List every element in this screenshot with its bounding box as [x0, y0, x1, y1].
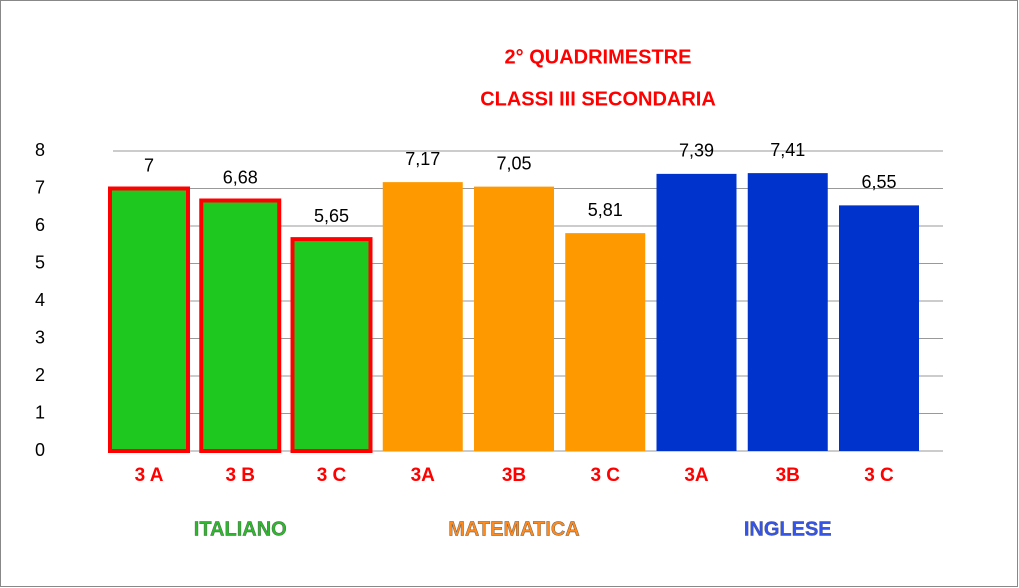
value-label: 7,39 — [679, 141, 714, 161]
y-tick-label: 7 — [35, 177, 45, 197]
bar — [108, 186, 190, 453]
bar — [290, 237, 373, 453]
y-tick-label: 2 — [35, 365, 45, 385]
bar — [382, 182, 463, 451]
x-tick-label: 3 B — [225, 465, 255, 486]
x-tick-label: 3 C — [317, 465, 347, 486]
bar — [199, 198, 282, 453]
x-tick-label: 3 A — [135, 465, 164, 486]
value-label: 5,81 — [588, 200, 623, 220]
value-label: 5,65 — [314, 206, 349, 226]
x-tick-label: 3A — [411, 465, 436, 486]
x-tick-label: 3B — [776, 465, 800, 486]
chart-title: 2° QUADRIMESTRE — [505, 46, 692, 68]
y-tick-label: 3 — [35, 327, 45, 347]
bar — [565, 233, 646, 451]
value-label: 7,17 — [405, 149, 440, 169]
group-label: ITALIANO — [194, 518, 287, 540]
value-label: 7 — [144, 155, 154, 175]
x-tick-label: 3B — [502, 465, 526, 486]
bar — [474, 186, 554, 451]
value-label: 7,41 — [770, 140, 805, 160]
y-tick-label: 0 — [35, 440, 45, 460]
value-label: 6,68 — [223, 167, 258, 187]
y-tick-label: 4 — [35, 290, 45, 310]
y-tick-label: 1 — [35, 402, 45, 422]
x-tick-label: 3 C — [864, 465, 894, 486]
y-tick-label: 5 — [35, 252, 45, 272]
bar — [656, 173, 737, 451]
chart-subtitle: CLASSI III SECONDARIA — [480, 88, 716, 110]
bar — [839, 205, 919, 451]
y-tick-label: 6 — [35, 215, 45, 235]
x-tick-label: 3A — [684, 465, 709, 486]
x-tick-label: 3 C — [590, 465, 620, 486]
value-label: 7,05 — [496, 153, 531, 173]
y-tick-label: 8 — [35, 140, 45, 160]
group-label: MATEMATICA — [448, 518, 579, 540]
group-label: INGLESE — [744, 518, 832, 540]
value-label: 6,55 — [861, 172, 896, 192]
bar — [747, 173, 828, 451]
